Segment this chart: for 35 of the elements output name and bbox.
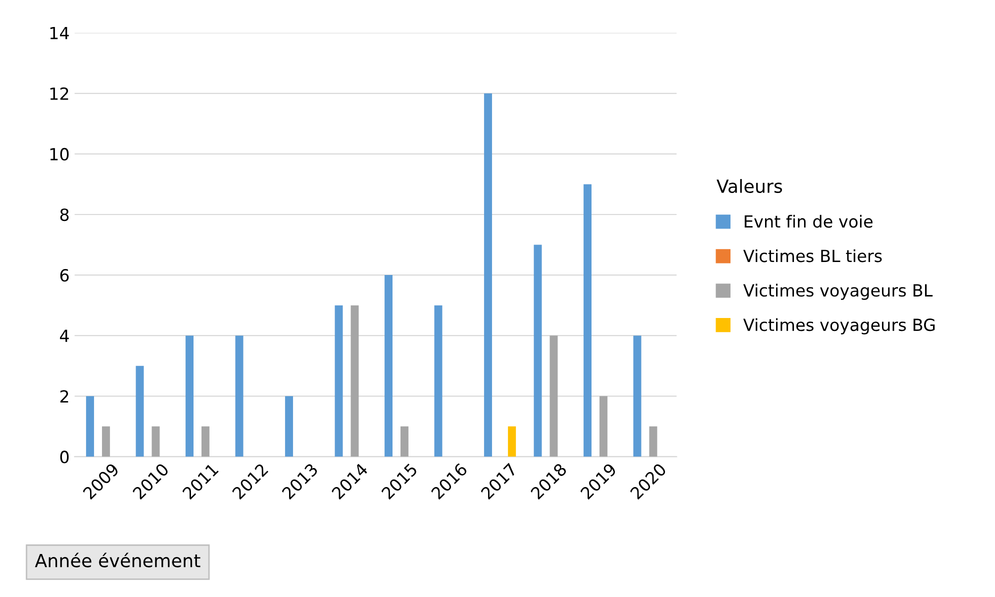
legend-label: Victimes voyageurs BG bbox=[743, 318, 935, 334]
bar bbox=[633, 336, 642, 457]
y-tick-label: 6 bbox=[60, 269, 69, 282]
bar bbox=[599, 396, 608, 457]
bar bbox=[152, 426, 160, 457]
bar bbox=[484, 93, 492, 457]
bar bbox=[201, 426, 210, 457]
bar bbox=[350, 305, 359, 457]
y-tick-label: 10 bbox=[50, 148, 69, 161]
bar bbox=[102, 426, 110, 457]
y-tick-label: 14 bbox=[50, 27, 69, 40]
bar bbox=[285, 396, 294, 457]
bar bbox=[235, 336, 244, 457]
bar bbox=[584, 184, 592, 457]
bar bbox=[86, 396, 94, 457]
x-axis-title: Année événement bbox=[34, 552, 200, 568]
legend-label: Victimes BL tiers bbox=[743, 249, 882, 262]
bar bbox=[534, 244, 542, 457]
y-tick-label: 0 bbox=[60, 450, 69, 464]
y-tick-label: 8 bbox=[60, 208, 69, 222]
bar bbox=[649, 426, 658, 457]
legend-label: Evnt fin de voie bbox=[744, 214, 872, 228]
bar bbox=[136, 366, 144, 457]
bar bbox=[384, 275, 393, 457]
bar bbox=[508, 426, 516, 457]
legend-title: Valeurs bbox=[716, 179, 782, 194]
y-tick-label: 2 bbox=[60, 390, 68, 402]
bar bbox=[550, 336, 558, 457]
bar bbox=[186, 336, 194, 457]
bar bbox=[434, 305, 442, 457]
legend-label: Victimes voyageurs BL bbox=[743, 284, 933, 300]
y-tick-label: 4 bbox=[60, 330, 69, 342]
bar bbox=[334, 305, 343, 457]
bar bbox=[400, 426, 408, 457]
y-tick-label: 12 bbox=[50, 87, 68, 100]
